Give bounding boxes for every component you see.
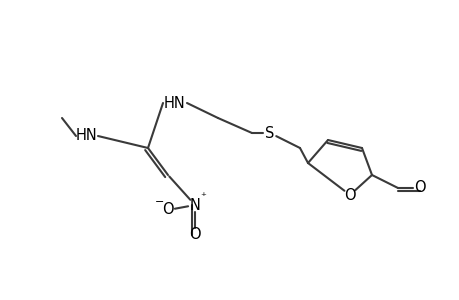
Text: N: N <box>189 197 200 212</box>
Text: S: S <box>265 125 274 140</box>
Text: O: O <box>189 227 201 242</box>
Text: O: O <box>343 188 355 202</box>
Text: O: O <box>413 181 425 196</box>
Text: O: O <box>162 202 174 217</box>
Text: HN: HN <box>76 128 98 143</box>
Text: −: − <box>155 197 164 207</box>
Text: HN: HN <box>164 95 185 110</box>
Text: ⁺: ⁺ <box>200 192 206 202</box>
